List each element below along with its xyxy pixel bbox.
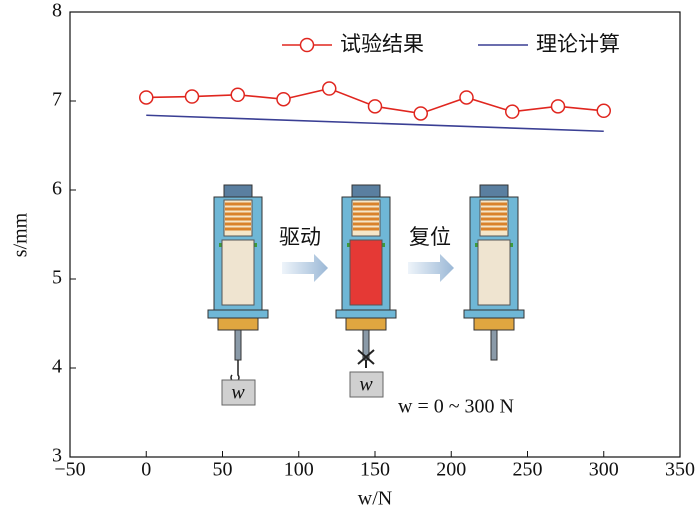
annotation: w [231,382,245,404]
annotation: 复位 [409,225,451,249]
x-tick-label: 0 [141,459,151,481]
x-tick-label: 300 [589,459,619,481]
data-point [276,91,291,107]
x-tick-label: 350 [665,459,695,481]
data-point [505,104,520,119]
data-point [230,87,245,103]
y-tick-label: 4 [52,356,62,378]
annotation: w [359,374,373,396]
data-point [322,81,337,96]
annotation: 驱动 [279,225,321,249]
legend-marker [299,37,315,53]
y-tick-label: 6 [52,178,62,200]
data-point [184,89,200,104]
x-tick-label: −50 [54,459,85,481]
illustration [206,183,526,406]
data-point [139,90,154,105]
x-tick-label: 200 [436,459,466,481]
data-point [413,106,428,121]
legend-label: 理论计算 [536,32,620,56]
y-tick-label: 5 [52,267,62,289]
data-point [367,99,383,114]
series-line [146,114,604,133]
data-point [550,99,566,114]
data-point [459,90,474,105]
y-axis-label: s/mm [10,212,32,257]
x-tick-label: 50 [213,459,233,481]
x-tick-label: 150 [360,459,390,481]
annotation: w = 0 ~ 300 N [398,396,514,418]
y-tick-label: 7 [52,89,62,111]
x-axis-label: w/N [358,488,392,510]
data-point [596,103,611,119]
x-tick-label: 250 [513,459,543,481]
y-tick-label: 8 [52,0,62,22]
x-tick-label: 100 [284,459,314,481]
legend-label: 试验结果 [340,32,424,56]
y-tick-label: 3 [52,445,62,467]
